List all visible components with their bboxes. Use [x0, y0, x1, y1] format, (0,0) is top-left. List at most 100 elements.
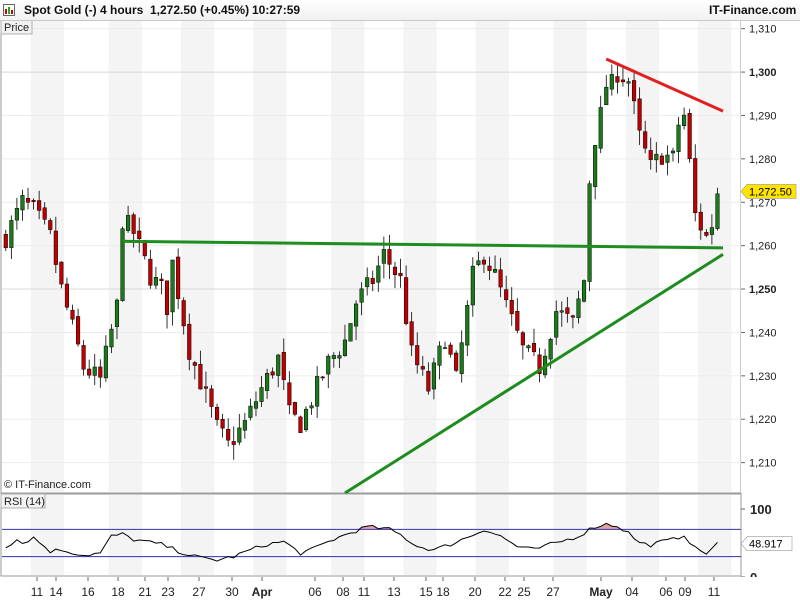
- candle-body: [676, 124, 681, 152]
- candle-body: [709, 227, 714, 235]
- last-price-badge: 1,272.50: [740, 184, 797, 199]
- candle-body: [431, 362, 436, 390]
- candle-body: [315, 376, 320, 407]
- trendline-support-rising: [344, 253, 724, 495]
- timeframe: 4 hours: [100, 3, 144, 17]
- candle-body: [654, 153, 659, 161]
- candle-body: [92, 366, 97, 376]
- rsi-series: [2, 522, 741, 562]
- candle-body: [187, 323, 192, 360]
- candle-body: [398, 272, 403, 277]
- price-axis: [741, 20, 799, 493]
- time-tick-label: 18: [436, 585, 450, 599]
- candle-body: [493, 268, 498, 273]
- candle-body: [137, 230, 142, 240]
- candle-body: [59, 261, 64, 285]
- time-tick-label: 14: [49, 585, 63, 599]
- candle-body: [659, 155, 664, 165]
- candle-body: [192, 362, 197, 366]
- time-tick-label: 11: [358, 585, 371, 599]
- candle-body: [615, 76, 620, 83]
- candle-body: [120, 228, 125, 301]
- time-band: [553, 21, 587, 492]
- candle-body: [303, 408, 309, 431]
- candle-body: [164, 280, 170, 315]
- candle-body: [620, 79, 625, 83]
- candle-body: [682, 114, 687, 127]
- candle-body: [698, 211, 703, 231]
- candle-body: [632, 80, 637, 102]
- candle-body: [481, 259, 486, 265]
- candle-body: [20, 195, 25, 211]
- candle-body: [476, 260, 481, 265]
- price-panel-label: Price: [4, 22, 29, 34]
- quote-time: 10:27:59: [252, 3, 301, 17]
- candle-body: [715, 193, 720, 229]
- time-tick-label: 25: [517, 585, 531, 599]
- candle-body: [376, 265, 381, 283]
- rsi-time-bands: [30, 495, 732, 575]
- price-tick-label: 1,270: [749, 197, 777, 209]
- candle-body: [14, 208, 19, 221]
- last-price-value: 1,272.50: [749, 186, 792, 198]
- candle-body: [648, 150, 653, 160]
- candle-body: [98, 366, 103, 378]
- time-tick-label: 20: [468, 585, 482, 599]
- candle-body: [565, 307, 570, 314]
- price-axis-labels: 1,210 1,220 1,230 1,240 1,250 1,260 1,270 1,280…: [741, 24, 777, 470]
- candle-body: [248, 405, 253, 418]
- time-band: [180, 495, 215, 575]
- candle-body: [31, 200, 36, 203]
- candle-body: [109, 328, 114, 348]
- candle-body: [531, 343, 537, 353]
- candle-body: [209, 388, 214, 407]
- time-tick-label: 23: [161, 585, 175, 599]
- candle-body: [126, 215, 131, 231]
- time-tick-label: 27: [192, 585, 206, 599]
- price-tick-label: 1,290: [749, 110, 777, 122]
- time-band: [108, 21, 142, 492]
- candle-body: [670, 150, 676, 154]
- price-candles: [3, 64, 720, 460]
- candle-body: [87, 368, 92, 376]
- candle-body: [559, 310, 564, 313]
- watermark: © IT-Finance.com: [4, 479, 91, 491]
- price-tick-label: 1,310: [749, 24, 777, 36]
- candle-body: [326, 355, 331, 375]
- candle-body: [287, 382, 292, 406]
- time-band: [180, 21, 215, 492]
- candle-body: [226, 429, 231, 441]
- candle-body: [3, 233, 8, 249]
- time-band: [331, 495, 365, 575]
- time-tick-label: 11: [708, 585, 721, 599]
- candle-body: [42, 207, 47, 220]
- price-tick-label: 1,230: [749, 371, 777, 383]
- candle-body: [342, 339, 347, 356]
- brand: IT-Finance.com: [709, 3, 797, 17]
- candle-body: [526, 345, 531, 349]
- time-tick-label: May: [589, 585, 613, 599]
- candle-body: [114, 299, 120, 327]
- candle-body: [53, 230, 58, 265]
- time-axis-labels: 11 14 16 18 21 23 27 30 Apr 06 08 11 13 15 18 20 22 25 27 M…: [31, 577, 721, 599]
- candle-body: [365, 277, 370, 288]
- time-axis: [0, 577, 800, 600]
- candle-body: [259, 387, 264, 402]
- candle-body: [404, 277, 409, 324]
- chart-icon: [3, 4, 15, 16]
- candle-body: [604, 86, 609, 106]
- time-bands: [30, 21, 732, 492]
- time-band: [253, 495, 287, 575]
- candle-body: [153, 277, 158, 286]
- time-band: [331, 21, 365, 492]
- candle-body: [281, 352, 286, 380]
- price-tick-label: 1,260: [749, 241, 777, 253]
- candle-body: [415, 345, 420, 366]
- time-band: [625, 21, 660, 492]
- time-band: [403, 495, 437, 575]
- candle-body: [176, 256, 181, 299]
- time-band: [253, 21, 287, 492]
- candle-body: [242, 420, 247, 431]
